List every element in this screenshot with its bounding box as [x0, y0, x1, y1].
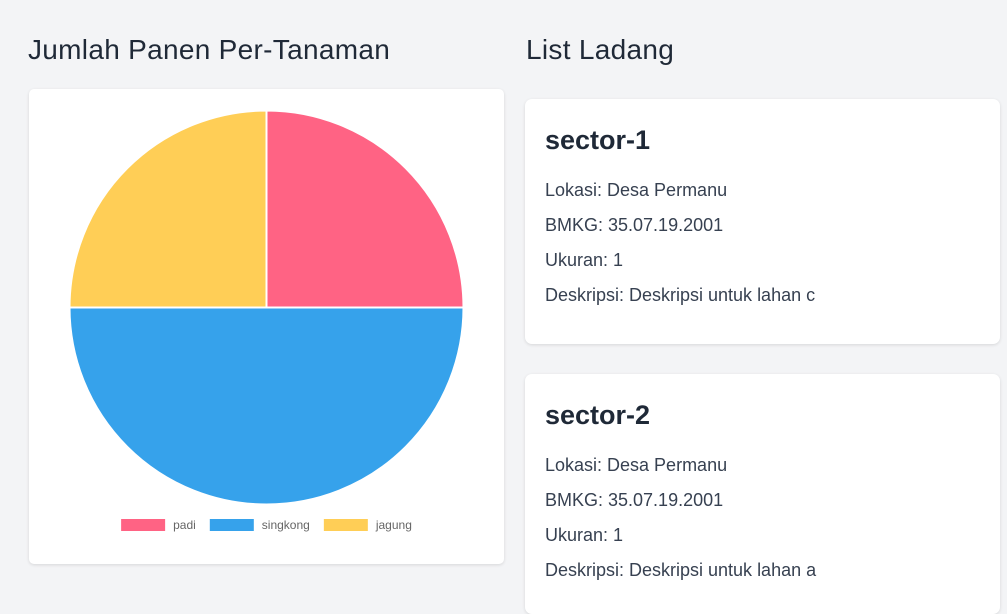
- legend-label-padi[interactable]: padi: [173, 518, 196, 532]
- legend-swatch-jagung[interactable]: [323, 519, 368, 531]
- sector-bmkg: BMKG: 35.07.19.2001: [545, 215, 724, 235]
- list-section-title: List Ladang: [526, 34, 675, 65]
- sector-size: Ukuran: 1: [545, 525, 624, 545]
- sector-description: Deskripsi: Deskripsi untuk lahan a: [545, 560, 817, 580]
- harvest-pie-chart: padi singkong jagung: [68, 109, 465, 532]
- legend-label-singkong[interactable]: singkong: [262, 518, 310, 532]
- pie-slice-singkong[interactable]: [68, 306, 465, 506]
- sector-size: Ukuran: 1: [545, 250, 624, 270]
- sector-bmkg: BMKG: 35.07.19.2001: [545, 490, 724, 510]
- harvest-chart-card: padi singkong jagung: [29, 89, 504, 564]
- legend-label-jagung[interactable]: jagung: [375, 518, 412, 532]
- sector-card[interactable]: sector-1 Lokasi: Desa Permanu BMKG: 35.0…: [525, 99, 1000, 344]
- legend-swatch-padi[interactable]: [121, 519, 166, 531]
- sector-name: sector-2: [545, 400, 651, 430]
- sector-name: sector-1: [545, 125, 651, 155]
- sector-card[interactable]: sector-2 Lokasi: Desa Permanu BMKG: 35.0…: [525, 374, 1000, 614]
- sector-location: Lokasi: Desa Permanu: [545, 455, 728, 475]
- legend-swatch-singkong[interactable]: [209, 519, 254, 531]
- pie-slice-jagung[interactable]: [68, 109, 268, 309]
- sector-description: Deskripsi: Deskripsi untuk lahan c: [545, 285, 816, 305]
- chart-section-title: Jumlah Panen Per-Tanaman: [28, 34, 391, 65]
- sector-location: Lokasi: Desa Permanu: [545, 180, 728, 200]
- pie-slice-padi[interactable]: [265, 109, 465, 309]
